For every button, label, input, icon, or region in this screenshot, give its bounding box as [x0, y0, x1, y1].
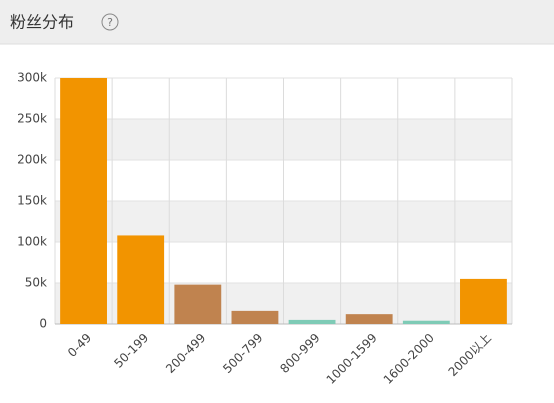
y-tick-label: 300k	[17, 71, 47, 85]
x-tick-label: 1000-1599	[324, 331, 380, 387]
bar	[288, 319, 336, 324]
bar	[174, 284, 222, 324]
bar	[231, 310, 279, 324]
bar	[460, 278, 507, 324]
y-tick-label: 50k	[25, 276, 47, 290]
help-icon-label[interactable]: ?	[107, 16, 113, 29]
y-tick-label: 0	[39, 317, 47, 331]
y-tick-label: 100k	[17, 235, 47, 249]
y-tick-label: 150k	[17, 194, 47, 208]
bar	[60, 78, 107, 324]
chart-title: 粉丝分布	[10, 13, 74, 32]
x-tick-label: 1600-2000	[381, 331, 437, 387]
x-tick-label: 0-49	[65, 331, 94, 360]
x-tick-label: 800-999	[277, 331, 322, 376]
y-tick-label: 200k	[17, 153, 47, 167]
x-tick-label: 50-199	[111, 331, 151, 371]
help-icon[interactable]	[101, 13, 119, 31]
x-tick-label: 2000以上	[446, 331, 494, 379]
bar	[345, 314, 393, 324]
header-bar	[0, 0, 554, 44]
y-tick-label: 250k	[17, 112, 47, 126]
bar	[402, 320, 450, 324]
x-tick-label: 500-799	[220, 331, 265, 376]
bar	[117, 235, 165, 324]
x-tick-label: 200-499	[163, 331, 208, 376]
